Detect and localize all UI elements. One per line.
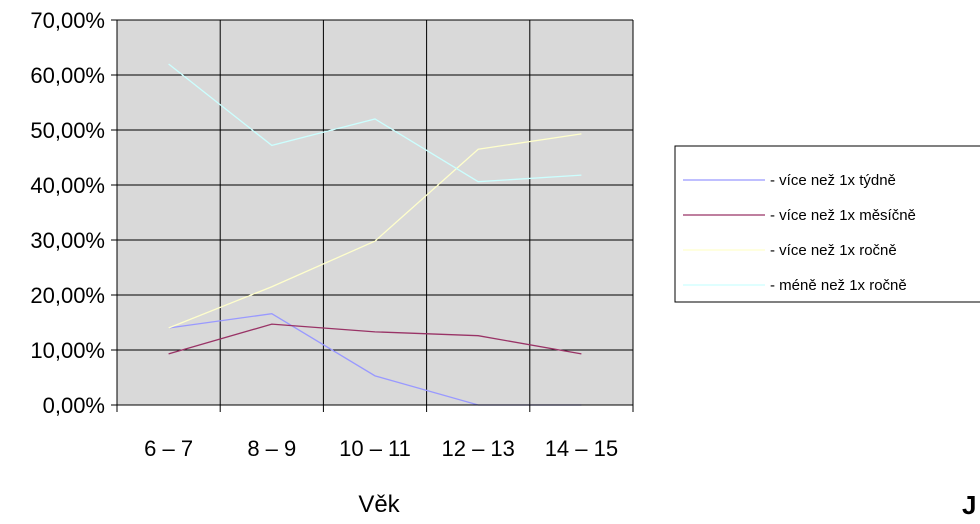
y-axis-ticks: 0,00% 10,00% 20,00% 30,00% 40,00% 50,00% 60,00… — [30, 8, 117, 418]
y-tick-label: 60,00% — [30, 63, 105, 88]
x-axis-ticks: 6 – 7 8 – 9 10 – 11 12 – 13 14 – 15 — [116, 405, 634, 461]
series-line — [168, 133, 582, 329]
y-tick-label: 10,00% — [30, 338, 105, 363]
y-tick-label: 70,00% — [30, 8, 105, 33]
y-tick-label: 20,00% — [30, 283, 105, 308]
x-tick-label: 10 – 11 — [339, 436, 411, 461]
x-tick-label: 8 – 9 — [247, 436, 296, 461]
legend-label: - více než 1x ročně — [770, 242, 897, 259]
x-axis-title: Věk — [358, 491, 400, 518]
x-tick-label: 12 – 13 — [441, 436, 514, 461]
legend-label: - méně než 1x ročně — [770, 277, 907, 294]
legend-label: - více než 1x týdně — [770, 172, 896, 189]
legend: - více než 1x týdně - více než 1x měsíčně… — [674, 145, 980, 303]
plot-area — [117, 20, 633, 405]
y-tick-label: 40,00% — [30, 173, 105, 198]
x-tick-label: 6 – 7 — [144, 436, 193, 461]
series-line — [168, 63, 582, 183]
x-tick-label: 14 – 15 — [545, 436, 618, 461]
edge-text: J — [962, 490, 976, 520]
y-tick-label: 30,00% — [30, 228, 105, 253]
legend-box — [674, 145, 980, 303]
legend-label: - více než 1x měsíčně — [770, 207, 916, 224]
y-tick-label: 0,00% — [43, 393, 105, 418]
series-line — [168, 323, 582, 355]
grid-lines — [117, 19, 634, 405]
y-tick-label: 50,00% — [30, 118, 105, 143]
